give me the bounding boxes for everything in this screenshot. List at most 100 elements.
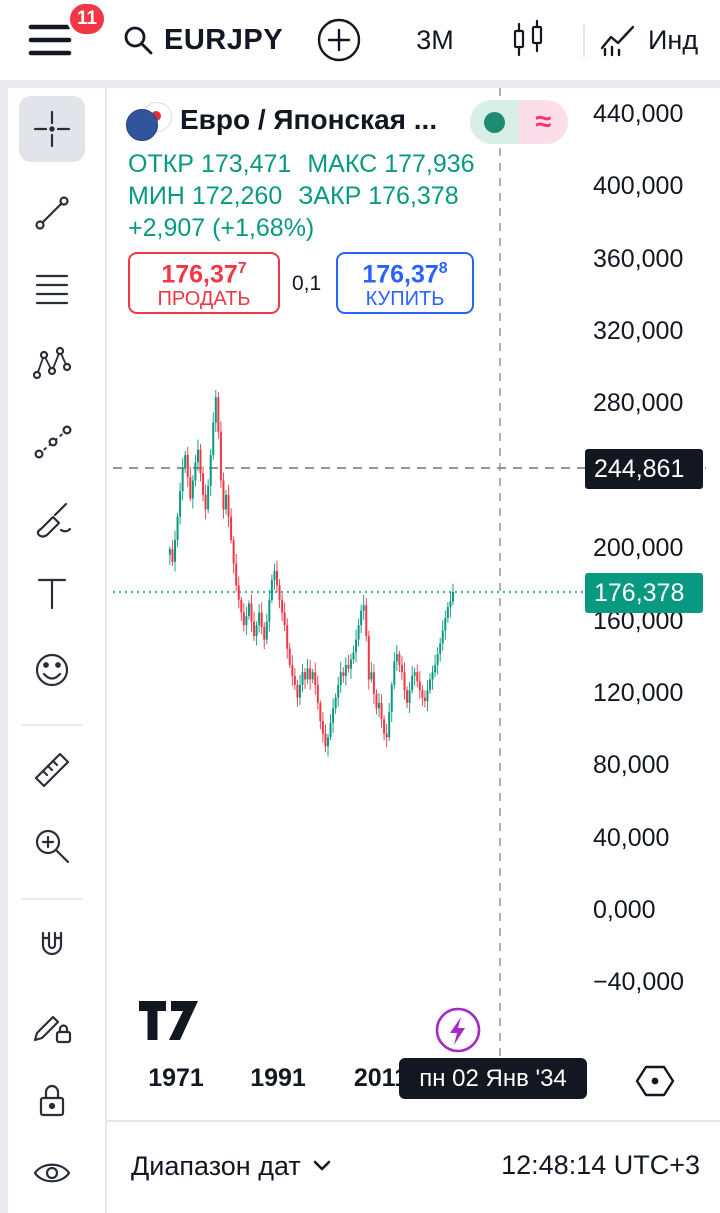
price-axis-label: 80,000 — [593, 751, 670, 780]
close-value: 176,378 — [368, 182, 459, 210]
toolbar-group-divider — [22, 724, 82, 726]
price-axis-label: 120,000 — [593, 678, 684, 707]
ruler-icon — [34, 752, 70, 788]
horizontal-lines-icon — [35, 274, 69, 305]
eur-flag-icon — [126, 109, 158, 141]
bottombar: Диапазон дат 12:48:14 UTC+3 — [107, 1122, 720, 1213]
tool-crosshair[interactable] — [19, 96, 85, 162]
last-price-label: 176,378 — [585, 573, 703, 613]
sell-button[interactable]: 176,377 ПРОДАТЬ — [128, 252, 280, 314]
tool-forecast[interactable] — [19, 410, 85, 476]
tool-magnet[interactable] — [19, 916, 85, 982]
tool-brush[interactable] — [19, 485, 85, 551]
time-axis[interactable]: 1971 1991 2011 — [105, 1058, 585, 1102]
hexagon-settings-icon — [635, 1065, 675, 1097]
indicators-icon — [600, 25, 635, 57]
close-label: ЗАКР — [298, 182, 362, 210]
market-open-dot-icon — [484, 111, 505, 133]
add-symbol-button[interactable] — [316, 17, 362, 66]
price-axis-label: 440,000 — [593, 100, 684, 128]
low-value: 172,260 — [191, 182, 283, 210]
price-axis-label: 400,000 — [593, 172, 684, 201]
tool-draw-lock[interactable] — [19, 992, 85, 1058]
low-label: МИН — [128, 182, 185, 210]
zoom-in-icon — [35, 829, 70, 864]
symbol-logo — [126, 102, 172, 141]
open-value: 173,471 — [200, 150, 292, 178]
crosshair-price-label: 244,861 — [585, 449, 703, 489]
chart-type-button[interactable] — [506, 18, 550, 65]
tool-text[interactable] — [19, 560, 85, 626]
symbol-title[interactable]: Евро / Японская ... — [180, 104, 438, 135]
crosshair-icon — [33, 110, 71, 148]
search-icon — [124, 26, 153, 55]
plus-circle-icon — [317, 18, 361, 62]
forecast-icon — [34, 425, 72, 459]
tool-emoji[interactable] — [19, 637, 85, 703]
topbar-divider — [583, 25, 585, 57]
topbar: 11 EURJPY 3M — [0, 0, 720, 80]
open-label: ОТКР — [128, 150, 194, 178]
market-status-toggle[interactable]: ≈ — [470, 100, 568, 144]
price-axis-label: 360,000 — [593, 244, 684, 273]
indicators-label: Инд — [648, 24, 699, 55]
tool-trend-line[interactable] — [19, 180, 85, 246]
sell-price: 176,377 — [161, 259, 247, 289]
buy-price: 176,378 — [362, 259, 448, 289]
date-range-label: Диапазон дат — [131, 1150, 301, 1181]
price-axis-label: 40,000 — [593, 823, 670, 852]
magnet-icon — [41, 931, 63, 956]
clock: 12:48:14 UTC+3 — [501, 1150, 700, 1180]
pencil-lock-icon — [33, 1015, 72, 1044]
price-axis-label: 320,000 — [593, 317, 684, 346]
date-range-button[interactable]: Диапазон дат — [131, 1146, 331, 1186]
brush-icon — [36, 502, 72, 538]
hamburger-icon — [28, 24, 72, 56]
trend-line-icon — [35, 196, 69, 230]
crosshair-date-label: пн 02 Янв '34 — [399, 1058, 587, 1099]
tool-horizontal-lines[interactable] — [19, 257, 85, 323]
tool-ruler[interactable] — [19, 737, 85, 803]
object-tree-button[interactable] — [634, 1060, 676, 1105]
tradingview-logo — [139, 1001, 198, 1040]
toolbar-chart-divider — [105, 88, 107, 1213]
high-value: 177,936 — [384, 150, 475, 178]
tool-zoom-in[interactable] — [19, 813, 85, 879]
buy-label: КУПИТЬ — [365, 288, 445, 311]
xabcd-pattern-icon — [32, 346, 72, 380]
tool-xabcd-pattern[interactable] — [19, 333, 85, 399]
price-axis-label: 0,000 — [593, 896, 656, 924]
quick-order-button[interactable] — [434, 1006, 482, 1057]
toolbar-group-divider — [22, 898, 82, 900]
price-axis-label: −40,000 — [593, 968, 685, 997]
eye-icon — [33, 1163, 71, 1183]
chevron-down-icon — [313, 1160, 331, 1171]
symbol-name: EURJPY — [164, 23, 284, 56]
tool-lock-all[interactable] — [19, 1067, 85, 1133]
ohlc-readout: ОТКР 173,471 МАКС 177,936 МИН 172,260 ЗАКР 176… — [128, 148, 491, 212]
price-axis-label: 200,000 — [593, 534, 684, 563]
buy-button[interactable]: 176,378 КУПИТЬ — [336, 252, 474, 314]
interval-button[interactable]: 3M — [404, 18, 466, 62]
indicators-button[interactable]: Инд — [596, 18, 698, 62]
price-axis-label: 280,000 — [593, 389, 684, 418]
market-open-segment — [470, 100, 519, 144]
tool-hide-all[interactable] — [19, 1140, 85, 1206]
ohlc-row-1: ОТКР 173,471 МАКС 177,936 — [128, 148, 491, 180]
spread-value: 0,1 — [292, 272, 322, 295]
symbol-search-button[interactable]: EURJPY — [122, 18, 283, 62]
high-label: МАКС — [307, 150, 378, 178]
lock-icon — [39, 1084, 65, 1117]
menu-button[interactable] — [24, 16, 76, 64]
bottombar-divider — [105, 1120, 720, 1122]
time-axis-label: 1991 — [250, 1064, 306, 1092]
candles-icon — [513, 19, 543, 57]
ohlc-row-2: МИН 172,260 ЗАКР 176,378 — [128, 180, 491, 212]
text-icon — [37, 578, 67, 610]
price-axis[interactable]: 440,000 400,000 360,000 320,000 280,000 200,0… — [593, 0, 718, 1120]
approx-wave-icon: ≈ — [535, 105, 552, 138]
candlesticks — [168, 390, 454, 757]
data-mode-segment: ≈ — [519, 100, 568, 144]
